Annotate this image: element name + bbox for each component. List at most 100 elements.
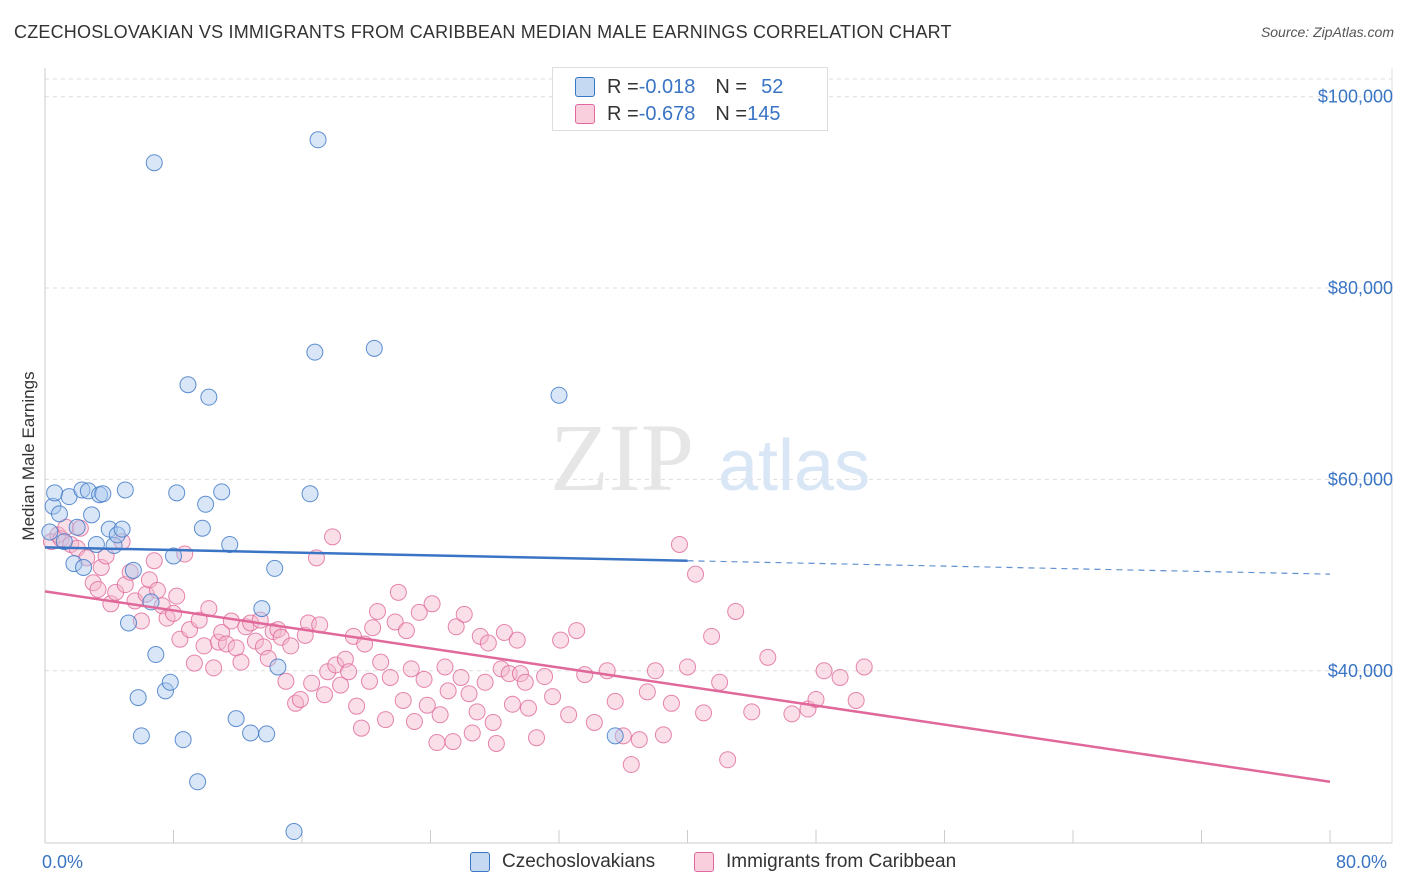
czechoslovakian-point [168,484,186,502]
caribbean-point [132,612,150,630]
caribbean-point [227,639,245,657]
chart-title: CZECHOSLOVAKIAN VS IMMIGRANTS FROM CARIB… [14,22,952,42]
watermark-zip: ZIP [550,404,694,511]
watermark-atlas: atlas [718,426,870,506]
y-tick-label: $60,000 [1328,469,1393,489]
czechoslovakian-point [301,485,319,503]
caribbean-point [508,631,526,649]
czechoslovakian-point [309,131,327,149]
czechoslovakian-point [227,710,245,728]
caribbean-point [455,605,473,623]
caribbean-point [360,672,378,690]
caribbean-point [528,729,546,747]
caribbean-point [397,622,415,640]
czechoslovakian-point [94,485,112,503]
caribbean-point [89,580,107,598]
czechoslovakian-point [68,518,86,536]
caribbean-point [452,668,470,686]
legend-r-label: R = [607,75,639,98]
caribbean-point [348,697,366,715]
caribbean-point [145,552,163,570]
caribbean-point [428,734,446,752]
czechoslovakian-point [200,388,218,406]
caribbean-point [468,703,486,721]
bottom-legend-czechoslovakians: Czechoslovakians [470,851,655,873]
czechoslovakian-point [41,523,59,541]
czechoslovakian-point [116,481,134,499]
czechoslovakian-trend-line [44,546,688,562]
caribbean-point [410,603,428,621]
legend-row-caribbean: R = -0.678 N = 145 [575,101,780,127]
caribbean-point [340,663,358,681]
x-tick-label-max: 80.0% [1336,852,1388,872]
caribbean-point [606,692,624,710]
legend-n-label: N = [715,75,748,98]
caribbean-point [259,649,277,667]
caribbean-point [476,673,494,691]
caribbean-point [205,659,223,677]
caribbean-point [815,662,833,680]
caribbean-point [560,706,578,724]
czechoslovakian-point [242,724,260,742]
caribbean-point [402,660,420,678]
caribbean-point [585,713,603,731]
caribbean-point [544,688,562,706]
caribbean-point [381,668,399,686]
caribbean-point [622,756,640,774]
czechoslovakian-point [306,343,324,361]
czechoslovakian-point [73,481,91,499]
czechoslovakian-point [197,495,215,513]
caribbean-point [847,691,865,709]
caribbean-point [719,751,737,769]
caribbean-point [232,653,250,671]
caribbean-point [389,583,407,601]
caribbean-point [415,670,433,688]
caribbean-point [218,635,236,653]
caribbean-point [484,713,502,731]
czechoslovakian-point [550,386,568,404]
caribbean-point [185,654,203,672]
caribbean-point [743,703,761,721]
czechoslovakian-point [179,376,197,394]
caribbean-point [516,673,534,691]
gridlines [45,68,1393,843]
czechoslovakian-point [365,339,383,357]
czechoslovakian-point [46,484,64,502]
bottom-legend-caribbean: Immigrants from Caribbean [694,851,956,873]
caribbean-point [831,668,849,686]
y-tick-label: $40,000 [1328,661,1393,681]
czechoslovakian-trend-extension [687,560,1331,575]
legend-row-czechoslovakians: R = -0.018 N = 52 [575,74,783,100]
czechoslovakian-point [174,731,192,749]
caribbean-point [165,604,182,622]
series-czechoslovakian-points [41,131,624,841]
caribbean-point [536,668,554,686]
caribbean-point [364,619,382,637]
caribbean-point [332,676,350,694]
bottom-legend-label: Immigrants from Caribbean [726,851,957,872]
legend-swatch-blue [575,77,595,97]
caribbean-point [576,666,594,684]
legend-r-label: R = [607,102,639,125]
caribbean-point [807,690,825,708]
czechoslovakian-point [161,673,179,691]
caribbean-point [195,637,213,655]
source-credit: Source: ZipAtlas.com [1260,24,1394,40]
caribbean-point [121,563,139,581]
caribbean-point [291,690,309,708]
caribbean-point [519,699,537,717]
caribbean-point [460,685,478,703]
czechoslovakian-point [258,725,276,743]
caribbean-point [439,682,457,700]
czechoslovakian-point [75,558,93,576]
caribbean-point [495,624,513,642]
caribbean-point [662,694,680,712]
caribbean-point [783,705,801,723]
czechoslovakian-point [253,600,271,618]
caribbean-point [492,660,510,678]
czechoslovakian-point [83,506,101,524]
legend-n-value: 145 [747,102,781,125]
caribbean-point [711,673,729,691]
y-axis-label: Median Male Earnings [19,371,38,540]
